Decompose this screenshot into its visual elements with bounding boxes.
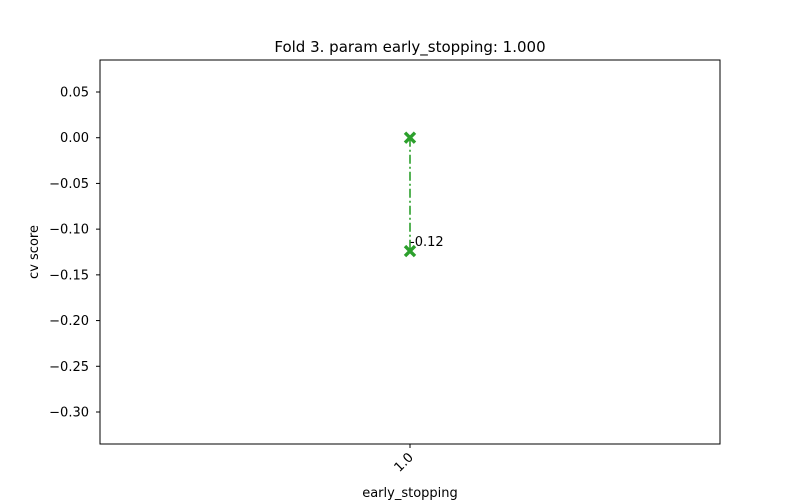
y-tick-label: −0.30 <box>49 406 89 421</box>
y-tick-label: 0.00 <box>60 131 89 146</box>
chart-title: Fold 3. param early_stopping: 1.000 <box>274 38 545 57</box>
y-tick-label: −0.20 <box>49 314 89 329</box>
y-tick-label: −0.15 <box>49 268 89 283</box>
series-group <box>403 131 417 258</box>
y-axis-label: cv score <box>27 225 42 279</box>
x-axis-label: early_stopping <box>362 486 458 500</box>
x-axis: 1.0 <box>392 444 417 475</box>
annotations-group: -0.12 <box>410 235 444 250</box>
data-point-marker <box>403 244 417 258</box>
data-label: -0.12 <box>410 235 444 250</box>
y-axis: 0.05 0.00 −0.05 −0.10 −0.15 −0.20 −0.25 −0.30 <box>49 86 100 421</box>
y-tick-label: −0.25 <box>49 360 89 375</box>
y-tick-label: −0.05 <box>49 177 89 192</box>
y-tick-label: 0.05 <box>60 86 89 101</box>
y-tick-label: −0.10 <box>49 223 89 238</box>
x-tick-label: 1.0 <box>392 450 417 475</box>
data-point-marker <box>403 131 417 144</box>
